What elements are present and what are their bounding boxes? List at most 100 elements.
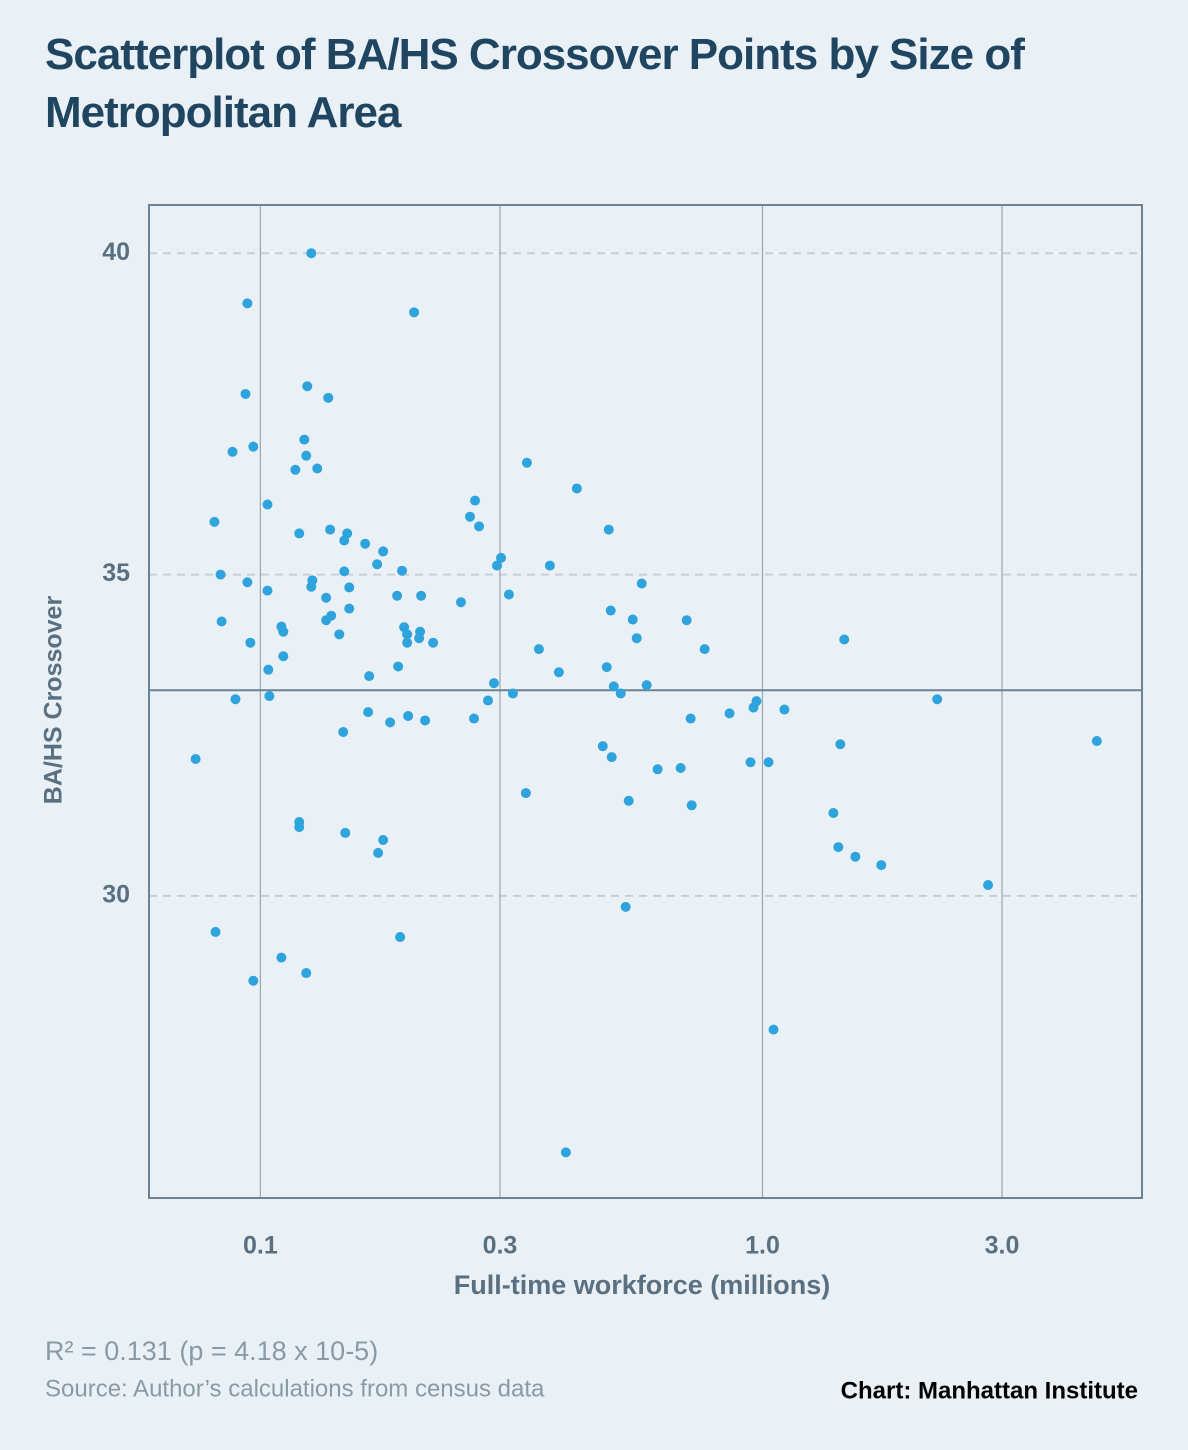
point: [302, 381, 313, 392]
point: [301, 968, 312, 979]
chart-title: Scatterplot of BA/HS Crossover Points by…: [45, 30, 1025, 137]
point: [306, 248, 317, 259]
point: [393, 661, 404, 672]
point: [227, 446, 238, 457]
point: [323, 392, 334, 403]
point: [240, 388, 251, 399]
point: [828, 808, 839, 819]
point: [850, 851, 861, 862]
point: [833, 842, 844, 853]
point: [685, 713, 696, 724]
point: [262, 585, 273, 596]
credit: Chart: Manhattan Institute: [841, 1377, 1138, 1404]
point: [245, 637, 256, 648]
point: [606, 752, 617, 763]
point: [601, 662, 612, 673]
point: [428, 637, 439, 648]
y-tick-label: 35: [102, 559, 130, 587]
point: [745, 757, 756, 768]
point: [603, 524, 614, 535]
x-axis-label: Full-time workforce (millions): [454, 1270, 831, 1300]
point: [290, 464, 301, 475]
point: [334, 629, 345, 640]
point: [278, 626, 289, 637]
point: [597, 741, 608, 752]
point: [699, 644, 710, 655]
point: [392, 590, 403, 601]
point: [378, 546, 389, 557]
point: [248, 975, 259, 986]
point: [779, 704, 790, 715]
point: [242, 577, 253, 588]
point: [474, 521, 485, 532]
point: [326, 610, 337, 621]
point: [372, 559, 383, 570]
point: [395, 932, 406, 943]
point: [470, 495, 481, 506]
point: [763, 757, 774, 768]
point: [520, 788, 531, 799]
point: [402, 637, 413, 648]
point: [507, 688, 518, 699]
point: [468, 713, 479, 724]
point: [338, 727, 349, 738]
point: [263, 664, 274, 675]
point: [560, 1147, 571, 1158]
point: [521, 457, 532, 468]
point: [230, 694, 241, 705]
x-tick-label: 1.0: [745, 1232, 780, 1260]
point: [415, 626, 426, 637]
point: [724, 708, 735, 719]
point: [544, 560, 555, 571]
point: [242, 298, 253, 309]
point: [533, 644, 544, 655]
point: [312, 463, 323, 474]
point: [248, 441, 259, 452]
point: [278, 651, 289, 662]
point: [631, 633, 642, 644]
point: [325, 524, 336, 535]
point: [294, 528, 305, 539]
point: [932, 694, 943, 705]
point: [496, 552, 507, 563]
y-tick-label: 40: [102, 238, 130, 266]
point: [262, 499, 273, 510]
point: [306, 581, 317, 592]
point: [342, 528, 353, 539]
point: [686, 800, 697, 811]
point: [482, 695, 493, 706]
point: [360, 538, 371, 549]
point: [340, 827, 351, 838]
point: [420, 715, 431, 726]
point: [402, 629, 413, 640]
point: [364, 671, 375, 682]
y-axis-label: BA/HS Crossover: [40, 596, 68, 805]
point: [983, 879, 994, 890]
point: [620, 901, 631, 912]
point: [1091, 736, 1102, 747]
point: [835, 739, 846, 750]
point: [488, 678, 499, 689]
point: [397, 565, 408, 576]
point: [215, 569, 226, 580]
point: [675, 763, 686, 774]
point: [605, 605, 616, 616]
point: [264, 691, 275, 702]
point: [876, 860, 887, 871]
plot-frame: [148, 204, 1143, 1199]
point: [190, 754, 201, 765]
point: [385, 717, 396, 728]
y-tick-label: 30: [102, 881, 130, 909]
x-tick-label: 3.0: [985, 1232, 1020, 1260]
point: [339, 566, 350, 577]
point: [416, 590, 427, 601]
point: [464, 511, 475, 522]
point: [378, 835, 389, 846]
point: [299, 434, 310, 445]
point: [492, 560, 503, 571]
point: [652, 764, 663, 775]
point: [768, 1024, 779, 1035]
point: [373, 847, 384, 858]
point: [321, 592, 332, 603]
